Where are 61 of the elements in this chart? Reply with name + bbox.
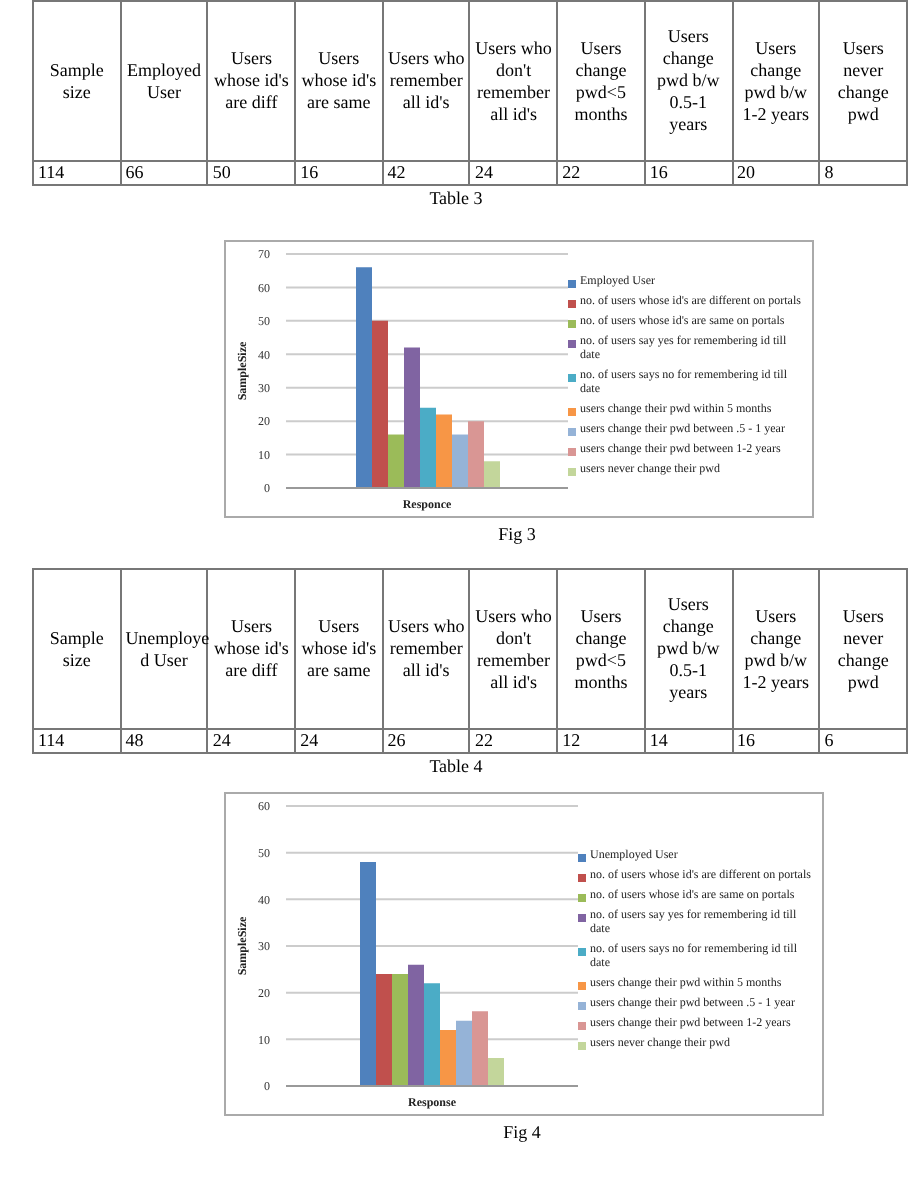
text: 6 xyxy=(819,729,907,753)
text: 22 xyxy=(557,161,645,185)
text: Users who don't remember all id's xyxy=(469,569,558,729)
bar xyxy=(424,983,440,1086)
bar xyxy=(356,267,372,488)
bar xyxy=(372,320,388,488)
caption: Fig 3 xyxy=(496,524,538,544)
text: 14 xyxy=(644,729,732,753)
text: Users change pwd b/w 1-2 years xyxy=(732,569,820,729)
bar xyxy=(392,974,408,1086)
bar xyxy=(440,1030,456,1086)
bar xyxy=(468,421,484,488)
text: 22 xyxy=(469,729,558,753)
text: 26 xyxy=(382,729,470,753)
text: 16 xyxy=(732,729,820,753)
text: Users never change pwd xyxy=(819,569,907,729)
bar xyxy=(408,964,424,1086)
bar xyxy=(472,1011,488,1086)
text: 16 xyxy=(644,161,732,185)
bar xyxy=(456,1020,472,1086)
text: 12 xyxy=(557,729,645,753)
text: Users whose id's are same xyxy=(295,569,383,729)
bar xyxy=(404,347,420,488)
text: 24 xyxy=(207,729,296,753)
text: Users whose id's are diff xyxy=(207,1,296,161)
text: Sample size xyxy=(33,1,121,161)
text: 114 xyxy=(33,729,121,753)
text: Users whose id's are diff xyxy=(207,569,296,729)
caption: Table 4 xyxy=(427,756,485,776)
bar xyxy=(488,1058,504,1086)
bar xyxy=(436,414,452,488)
caption: Table 3 xyxy=(427,188,485,208)
text: Employed User xyxy=(120,1,208,161)
bar xyxy=(360,862,376,1086)
text: Users whose id's are same xyxy=(295,1,383,161)
text: Users who don't remember all id's xyxy=(469,1,558,161)
text: Users change pwd<5 months xyxy=(557,1,645,161)
text: 20 xyxy=(732,161,820,185)
text: Users change pwd b/w 0.5-1 years xyxy=(644,569,732,729)
text: 48 xyxy=(120,729,208,753)
text: 114 xyxy=(33,161,121,185)
text: 42 xyxy=(382,161,470,185)
text: Users change pwd b/w 1-2 years xyxy=(732,1,820,161)
bar xyxy=(388,434,404,488)
bar xyxy=(376,974,392,1086)
text: 16 xyxy=(295,161,383,185)
text: 24 xyxy=(295,729,383,753)
caption: Fig 4 xyxy=(501,1122,543,1142)
bar xyxy=(484,461,500,488)
text: 8 xyxy=(819,161,907,185)
text: 66 xyxy=(120,161,208,185)
bar xyxy=(420,407,436,488)
text: Users who remember all id's xyxy=(382,569,470,729)
text: Users never change pwd xyxy=(819,1,907,161)
bar xyxy=(452,434,468,488)
text: Sample size xyxy=(33,569,121,729)
text: 24 xyxy=(469,161,558,185)
text: Users change pwd<5 months xyxy=(557,569,645,729)
text: Users change pwd b/w 0.5-1 years xyxy=(644,1,732,161)
text: Users who remember all id's xyxy=(382,1,470,161)
text: Unemploye d User xyxy=(120,569,210,729)
